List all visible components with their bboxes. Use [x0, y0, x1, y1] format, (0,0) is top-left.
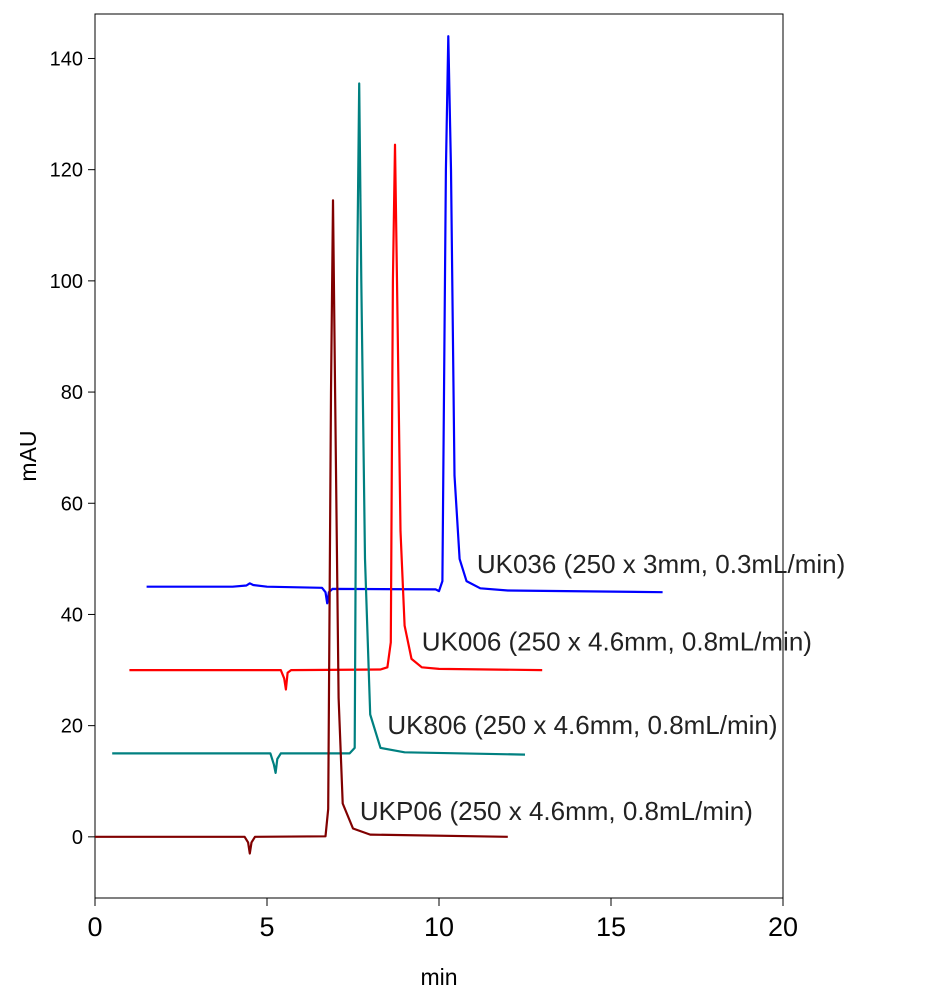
y-tick-label: 20 — [61, 716, 83, 738]
series-label: UK036 (250 x 3mm, 0.3mL/min) — [477, 549, 845, 579]
series-line — [95, 199, 508, 855]
x-tick-label: 10 — [424, 912, 454, 942]
x-tick-label: 15 — [596, 912, 626, 942]
series-label: UK806 (250 x 4.6mm, 0.8mL/min) — [387, 710, 777, 740]
x-tick-label: 0 — [87, 912, 102, 942]
series-group: UK036 (250 x 3mm, 0.3mL/min) UK006 (250 x… — [95, 35, 845, 855]
series-line — [129, 143, 543, 691]
x-axis-ticks: 0 5 10 15 20 — [87, 898, 798, 942]
x-axis-title: min — [420, 964, 457, 990]
y-tick-label: 120 — [50, 160, 83, 182]
y-axis-title: mAU — [15, 430, 41, 481]
y-tick-label: 0 — [72, 827, 83, 849]
plot-area-frame — [94, 13, 784, 899]
y-tick-label: 140 — [50, 48, 83, 70]
series-label: UK006 (250 x 4.6mm, 0.8mL/min) — [422, 627, 812, 657]
y-tick-label: 80 — [61, 382, 83, 404]
series-line — [112, 82, 526, 774]
y-axis-ticks: 0 20 40 60 80 100 120 140 — [50, 48, 95, 849]
x-tick-label: 20 — [768, 912, 798, 942]
y-tick-label: 40 — [61, 604, 83, 626]
y-tick-label: 60 — [61, 493, 83, 515]
y-tick-label: 100 — [50, 271, 83, 293]
series-line — [146, 35, 663, 605]
x-tick-label: 5 — [259, 912, 274, 942]
series-label: UKP06 (250 x 4.6mm, 0.8mL/min) — [360, 796, 753, 826]
